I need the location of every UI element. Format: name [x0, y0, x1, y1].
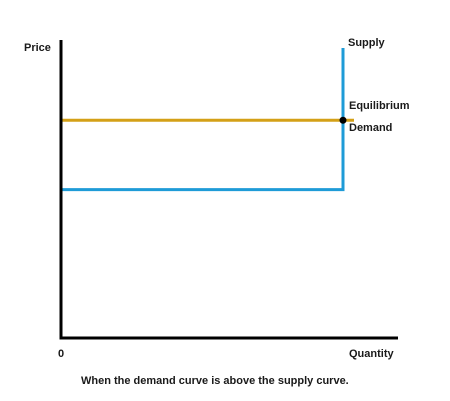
demand-label: Demand — [349, 122, 392, 134]
supply-label: Supply — [348, 37, 386, 49]
origin-label: 0 — [58, 348, 64, 360]
equilibrium-point — [339, 116, 347, 124]
y-axis-label: Price — [24, 42, 51, 54]
series-lines — [62, 48, 354, 192]
chart-caption: When the demand curve is above the suppl… — [81, 375, 349, 387]
supply-curve — [62, 48, 345, 192]
x-axis-label: Quantity — [349, 348, 394, 360]
equilibrium-label: Equilibrium — [349, 100, 410, 112]
